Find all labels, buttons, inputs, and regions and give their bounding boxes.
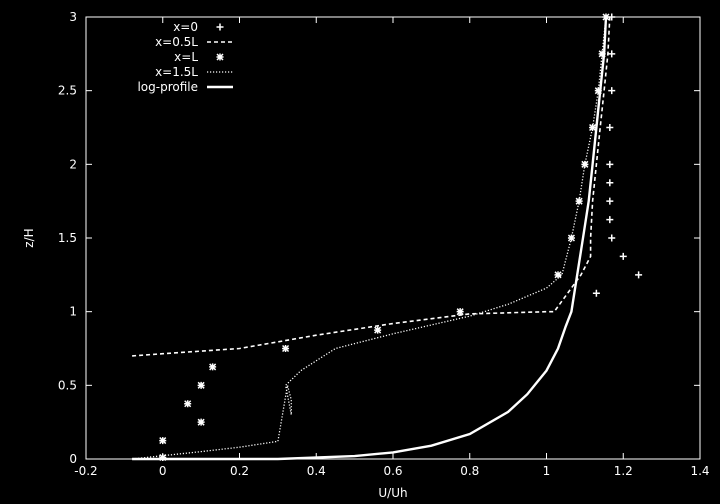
star-marker-shape: [282, 344, 290, 353]
y-tick-label: 0: [69, 452, 77, 466]
star-marker-shape: [575, 197, 583, 205]
data-point: [567, 234, 575, 242]
data-point: [456, 308, 464, 316]
data-point: [184, 400, 192, 408]
star-marker-shape: [159, 453, 167, 462]
star-marker-shape: [216, 53, 224, 61]
data-point: [619, 252, 627, 260]
legend-marker-x-l: [216, 53, 224, 61]
data-point: [598, 50, 606, 58]
data-point: [606, 160, 614, 168]
y-tick-label: 3: [69, 10, 77, 24]
series-log-profile-line: [132, 16, 608, 461]
plus-marker-shape: [592, 289, 600, 297]
star-marker-shape: [567, 234, 575, 242]
data-point: [592, 289, 600, 297]
data-point: [606, 197, 614, 205]
series-x-0-5l-line: [132, 16, 611, 357]
star-marker-shape: [598, 50, 606, 58]
data-point: [581, 160, 589, 168]
x-tick-label: 0.6: [383, 464, 402, 478]
plus-marker-shape: [606, 216, 614, 224]
star-marker-shape: [456, 308, 464, 316]
data-point: [575, 197, 583, 205]
data-point: [159, 437, 167, 445]
data-point: [608, 234, 616, 242]
plus-marker-shape: [635, 271, 643, 279]
x-axis-label: U/Uh: [378, 486, 407, 500]
data-point: [282, 344, 290, 353]
data-point: [608, 87, 616, 95]
series-layer: [132, 13, 643, 462]
data-point: [608, 50, 616, 58]
series-x-0-points: [592, 13, 643, 297]
data-point: [606, 124, 614, 131]
data-point: [635, 271, 643, 279]
x-tick-label: 0.4: [307, 464, 326, 478]
data-point: [374, 326, 382, 334]
star-marker-shape: [197, 418, 205, 426]
star-marker-shape: [159, 437, 167, 445]
x-tick-label: 0.2: [230, 464, 249, 478]
data-point: [589, 123, 597, 132]
data-point: [197, 418, 205, 426]
star-marker-shape: [554, 271, 562, 279]
data-point: [209, 363, 217, 371]
plus-marker-shape: [216, 23, 224, 31]
y-tick-label: 1.5: [58, 231, 77, 245]
x-tick-label: 1.2: [614, 464, 633, 478]
plus-marker-shape: [606, 160, 614, 168]
data-point: [554, 271, 562, 279]
y-tick-label: 2: [69, 157, 77, 171]
legend-marker-x-0: [216, 23, 224, 31]
plus-marker-shape: [608, 87, 616, 95]
data-point: [159, 453, 167, 462]
data-point: [606, 179, 614, 187]
x-tick-label: -0.2: [74, 464, 97, 478]
plus-marker-shape: [608, 50, 616, 58]
legend-label-log-profile: log-profile: [137, 80, 198, 94]
x-tick-label: 1: [543, 464, 551, 478]
star-marker-shape: [374, 326, 382, 334]
x-tick-label: 0.8: [460, 464, 479, 478]
star-marker-shape: [581, 160, 589, 168]
legend-label-x-l: x=L: [174, 50, 198, 64]
plus-marker-shape: [606, 124, 614, 131]
star-marker-shape: [184, 400, 192, 408]
data-point: [197, 381, 205, 389]
x-tick-label: 1.4: [690, 464, 709, 478]
legend-label-x-0: x=0: [173, 20, 198, 34]
star-marker-shape: [209, 363, 217, 371]
legend-label-x-1-5l: x=1.5L: [155, 65, 198, 79]
y-tick-label: 0.5: [58, 378, 77, 392]
y-tick-label: 2.5: [58, 84, 77, 98]
legend-label-x-0-5l: x=0.5L: [155, 35, 198, 49]
y-axis-label: z/H: [22, 228, 36, 247]
axis-ticks: -0.2 0 0.2 0.4 0.6 0.8 1 1.2 1.400.511.522.53: [58, 10, 710, 478]
plus-marker-shape: [606, 197, 614, 205]
star-marker-shape: [589, 123, 597, 132]
plus-marker-shape: [608, 234, 616, 242]
x-tick-label: 0: [159, 464, 167, 478]
y-tick-label: 1: [69, 305, 77, 319]
data-point: [606, 216, 614, 224]
plus-marker-shape: [619, 252, 627, 260]
plus-marker-shape: [606, 179, 614, 187]
star-marker-shape: [197, 381, 205, 389]
